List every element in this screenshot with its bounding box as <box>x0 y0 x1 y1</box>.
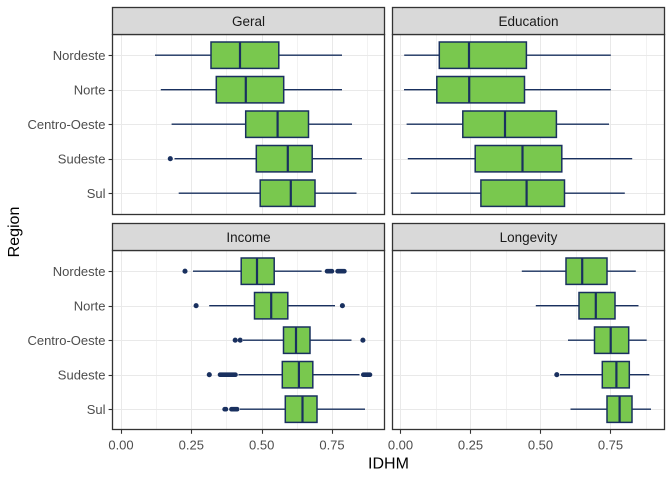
svg-text:Longevity: Longevity <box>500 230 558 245</box>
svg-text:Region: Region <box>6 207 23 258</box>
svg-text:0.00: 0.00 <box>388 438 413 453</box>
svg-text:Education: Education <box>498 14 558 29</box>
svg-text:Income: Income <box>226 230 270 245</box>
svg-text:Sul: Sul <box>87 402 106 417</box>
svg-text:Sudeste: Sudeste <box>58 367 106 382</box>
svg-text:Nordeste: Nordeste <box>53 264 106 279</box>
svg-text:Sudeste: Sudeste <box>58 151 106 166</box>
svg-text:0.25: 0.25 <box>458 438 483 453</box>
svg-text:Sul: Sul <box>87 186 106 201</box>
svg-text:Centro-Oeste: Centro-Oeste <box>27 117 105 132</box>
svg-text:0.75: 0.75 <box>598 438 623 453</box>
svg-text:Nordeste: Nordeste <box>53 48 106 63</box>
svg-text:Norte: Norte <box>74 298 106 313</box>
svg-text:0.50: 0.50 <box>249 438 274 453</box>
svg-text:0.00: 0.00 <box>108 438 133 453</box>
svg-text:0.75: 0.75 <box>319 438 344 453</box>
svg-text:Norte: Norte <box>74 82 106 97</box>
svg-text:Geral: Geral <box>232 14 265 29</box>
svg-text:0.50: 0.50 <box>528 438 553 453</box>
svg-text:Centro-Oeste: Centro-Oeste <box>27 333 105 348</box>
svg-text:0.25: 0.25 <box>179 438 204 453</box>
svg-text:IDHM: IDHM <box>368 456 409 473</box>
